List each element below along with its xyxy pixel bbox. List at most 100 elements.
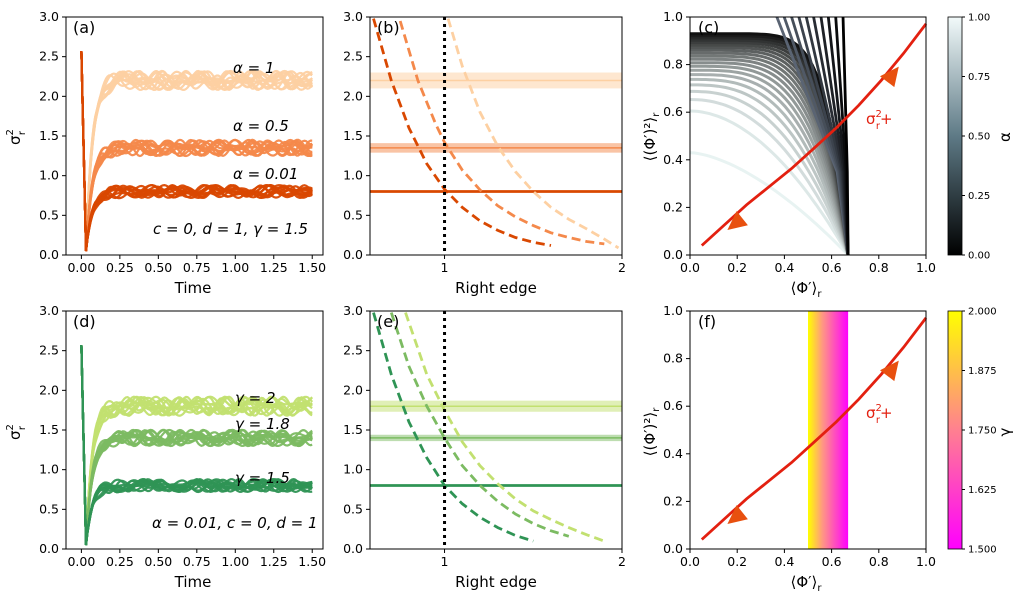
a-ytick-label: 1.5 [39,128,59,143]
panel-f: 0.0 0.2 0.4 0.6 0.8 1.0 0.0 0.2 0.4 0.6 0.8 1.0 (f)… [641,303,1014,594]
panel-c-colorbar-label: α [996,132,1014,142]
panel-d-plot-area: 0.00 0.25 0.50 0.75 1.00 1.25 1.50 0.0 0.5 1.0 1.5… [39,303,326,569]
c-ytick-label: 0.8 [663,57,683,72]
panel-d-params: α = 0.01, c = 0, d = 1 [152,514,318,532]
panel-e-xlabel: Right edge [455,573,537,591]
a-xtick-label: 1.00 [221,260,249,275]
c-xtick-label: 0.2 [727,260,747,275]
b-ytick-label: 1.5 [343,128,363,143]
e-dashed-curve-0 [372,312,534,543]
panel-b-label: (b) [377,18,400,37]
f-cbar-tick-label: 1.875 [968,366,997,377]
panel-a-xlabel: Time [174,279,212,297]
panel-d-annotation-2: γ = 1.8 [235,415,290,433]
b-ytick-label: 2.5 [343,49,363,64]
d-xtick-label: 1.00 [221,554,249,569]
e-xtick-label: 1 [441,554,449,569]
c-fan-curve-6 [690,73,850,255]
c-xtick-label: 1.0 [916,260,936,275]
c-fan-curve-8 [690,64,850,255]
c-cbar-tick-label: 0.50 [968,132,990,143]
panel-d-annotation-3: γ = 1.5 [235,469,290,487]
f-xtick-label: 1.0 [916,554,936,569]
a-series-2-trajectory [80,51,313,252]
panel-c-colorbar: 0.00 0.25 0.50 0.75 1.00 [947,13,990,262]
c-inner [690,17,850,255]
a-ytick-label: 3.0 [39,9,59,24]
d-series-1-trajectory [80,345,313,546]
c-ytick-label: 0.2 [663,199,683,214]
e-ytick-label: 2.0 [343,382,363,397]
f-arrow-upper [880,360,899,382]
f-cbar-tick-label: 2.000 [968,307,997,318]
panel-e-label: (e) [377,312,399,331]
a-series-0-trajectory [80,51,314,252]
c-cbar-tick-label: 1.00 [968,13,990,24]
b-frame [369,16,623,256]
d-ytick-label: 2.0 [39,382,59,397]
f-xtick-label: 0.0 [680,554,700,569]
c-fan-spoke-9 [841,17,850,255]
a-xtick-label: 0.50 [144,260,172,275]
panel-c-ylabel: ⟨(Φ′)²⟩r [641,112,662,162]
c-xtick-label: 0.6 [822,260,842,275]
f-ytick-label: 0.8 [663,351,683,366]
panel-a-annotation-2: α = 0.5 [233,117,289,135]
panel-a: 0.00 0.25 0.50 0.75 1.00 1.25 1.50 0.0 0.5 1.0 1.5… [5,9,326,297]
panel-f-plot-area: 0.0 0.2 0.4 0.6 0.8 1.0 0.0 0.2 0.4 0.6 0.8 1.0 [663,303,936,569]
panel-d-annotation-1: γ = 2 [235,389,276,407]
e-xtick-label: 2 [618,554,626,569]
a-ytick-label: 2.5 [39,49,59,64]
c-fan-curve-2 [690,98,850,255]
f-ytick-label: 0.4 [663,446,683,461]
c-ytick-label: 0.0 [663,247,683,262]
e-ytick-label: 1.0 [343,462,363,477]
f-xtick-label: 0.6 [822,554,842,569]
d-ytick-label: 1.5 [39,422,59,437]
a-series-1-trajectory [80,51,313,252]
panel-c: 0.0 0.2 0.4 0.6 0.8 1.0 0.0 0.2 0.4 0.6 0.8 1.0 (c)… [641,9,1014,300]
f-cbar-tick-label: 1.750 [968,426,997,437]
c-xtick-label: 0.0 [680,260,700,275]
b-ytick-label: 1.0 [343,168,363,183]
panel-e: 1 2 0.0 0.5 1.0 1.5 2.0 2.5 3.0 (e) Right edge [343,303,626,591]
b-xtick-label: 1 [441,260,449,275]
c-fan-curve-3 [690,89,850,255]
panel-f-colorbar-label: γ [996,427,1014,436]
d-series-1-trajectory [80,345,313,546]
panel-b: 1 2 0.0 0.5 1.0 1.5 2.0 2.5 3.0 (b) Right edge [343,9,626,297]
b-ytick-label: 2.0 [343,88,363,103]
e-ytick-label: 0.5 [343,501,363,516]
f-xtick-label: 0.4 [774,554,794,569]
b-ytick-label: 3.0 [343,9,363,24]
c-fan-curve-11 [690,54,850,255]
a-xtick-label: 0.25 [106,260,134,275]
f-sigma-curve [700,317,928,541]
c-fan-curve-14 [690,46,850,255]
panel-f-curve-label: σ2 r+ [866,403,893,426]
f-cbar-tick-label: 1.625 [968,485,997,496]
e-inner [370,311,622,549]
f-cbar-rect [947,310,963,550]
c-cbar-tick-label: 0.00 [968,251,990,262]
c-fan-curve-7 [690,68,850,255]
a-series-2-trajectory [80,51,313,252]
e-frame [369,310,623,550]
panel-c-curve-label: σ2 r+ [866,109,893,132]
d-ytick-label: 3.0 [39,303,59,318]
e-dashed-curve-2 [404,312,605,543]
c-fan-curve-4 [690,83,850,255]
panel-a-annotation-1: α = 1 [233,59,275,77]
panel-f-colorbar: 1.500 1.625 1.750 1.875 2.000 [947,307,997,556]
d-series-0-trajectory [80,345,313,546]
a-ytick-label: 1.0 [39,168,59,183]
d-xtick-label: 1.50 [298,554,326,569]
c-xtick-label: 0.4 [774,260,794,275]
f-ytick-label: 0.0 [663,541,683,556]
a-ytick-label: 2.0 [39,88,59,103]
f-ytick-label: 0.6 [663,398,683,413]
panel-a-params: c = 0, d = 1, γ = 1.5 [153,220,308,238]
b-ytick-label: 0.5 [343,207,363,222]
e-ytick-label: 3.0 [343,303,363,318]
